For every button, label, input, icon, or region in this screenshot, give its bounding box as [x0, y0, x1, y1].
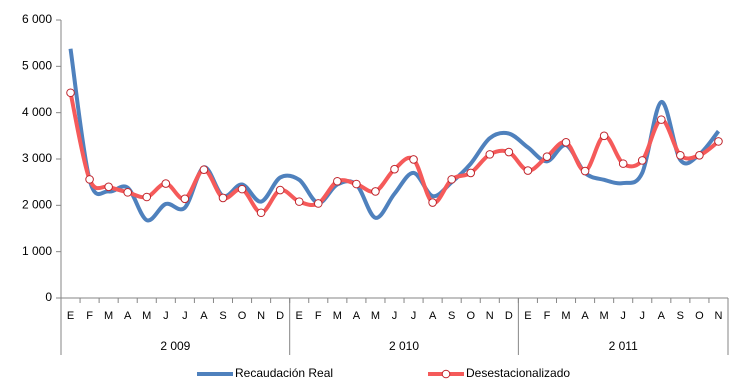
marker — [695, 150, 704, 160]
x-tick-label: M — [104, 310, 113, 322]
marker — [371, 187, 380, 196]
marker — [313, 199, 323, 208]
marker — [466, 168, 476, 178]
x-tick-label: A — [581, 310, 589, 322]
marker — [104, 182, 113, 192]
x-tick-label: M — [600, 310, 609, 322]
x-tick-label: O — [466, 310, 475, 322]
marker — [485, 150, 495, 159]
marker — [180, 194, 190, 204]
marker — [637, 156, 647, 165]
marker — [657, 115, 666, 124]
marker — [352, 179, 361, 189]
marker — [504, 147, 514, 157]
x-tick-label: J — [639, 310, 645, 322]
x-tick-label: A — [429, 310, 437, 322]
y-tick-label: 5 000 — [22, 59, 52, 73]
marker — [390, 164, 399, 174]
marker — [161, 179, 171, 188]
x-tick-label: M — [333, 310, 342, 322]
marker — [123, 188, 132, 197]
x-tick-label: D — [505, 310, 513, 322]
x-group-label: 2 010 — [389, 339, 419, 353]
x-tick-label: J — [411, 310, 417, 322]
x-group-label: 2 009 — [160, 339, 190, 353]
marker — [618, 159, 628, 168]
x-tick-label: N — [486, 310, 494, 322]
x-tick-label: O — [695, 310, 704, 322]
x-tick-label: F — [86, 310, 93, 322]
x-tick-label: N — [714, 310, 722, 322]
marker — [256, 208, 266, 218]
marker — [561, 138, 571, 147]
x-tick-label: D — [276, 310, 284, 322]
marker — [523, 166, 533, 175]
y-tick-label: 0 — [45, 290, 52, 304]
y-tick-label: 3 000 — [22, 151, 52, 165]
marker — [66, 88, 75, 98]
marker — [676, 150, 685, 160]
marker — [85, 175, 94, 184]
marker — [542, 152, 552, 161]
x-tick-label: S — [448, 310, 455, 322]
marker — [237, 184, 247, 194]
x-tick-label: M — [371, 310, 380, 322]
series-line — [68, 48, 721, 223]
x-tick-label: A — [124, 310, 132, 322]
x-tick-label: A — [200, 310, 208, 322]
legend-label: Recaudación Real — [235, 366, 333, 380]
x-tick-label: F — [315, 310, 322, 322]
x-tick-label: J — [620, 310, 626, 322]
y-tick-label: 6 000 — [22, 12, 52, 26]
y-tick-label: 1 000 — [22, 244, 52, 258]
marker — [142, 192, 152, 202]
x-tick-label: J — [182, 310, 188, 322]
x-group-label: 2 011 — [609, 339, 638, 353]
marker — [714, 137, 723, 146]
marker — [599, 131, 609, 141]
marker — [580, 166, 590, 176]
x-tick-label: A — [658, 310, 666, 322]
y-tick-label: 2 000 — [22, 198, 52, 212]
x-tick-label: J — [163, 310, 169, 322]
x-tick-label: S — [219, 310, 226, 322]
x-tick-label: E — [67, 310, 74, 322]
x-tick-label: J — [392, 310, 398, 322]
x-tick-label: E — [296, 310, 303, 322]
x-tick-label: F — [544, 310, 551, 322]
x-tick-label: E — [524, 310, 531, 322]
x-tick-label: S — [677, 310, 684, 322]
marker — [294, 197, 304, 206]
x-tick-label: M — [561, 310, 570, 322]
marker — [409, 155, 418, 164]
x-tick-label: O — [238, 310, 247, 322]
marker — [428, 198, 437, 207]
x-tick-label: M — [142, 310, 151, 322]
marker — [199, 165, 209, 174]
marker — [275, 185, 285, 195]
y-tick-label: 4 000 — [22, 105, 52, 119]
legend-marker — [441, 369, 451, 379]
marker — [333, 176, 342, 186]
x-tick-label: A — [353, 310, 361, 322]
marker — [218, 193, 228, 203]
legend-label: Desestacionalizado — [466, 366, 570, 380]
x-tick-label: N — [257, 310, 265, 322]
marker — [447, 175, 456, 184]
